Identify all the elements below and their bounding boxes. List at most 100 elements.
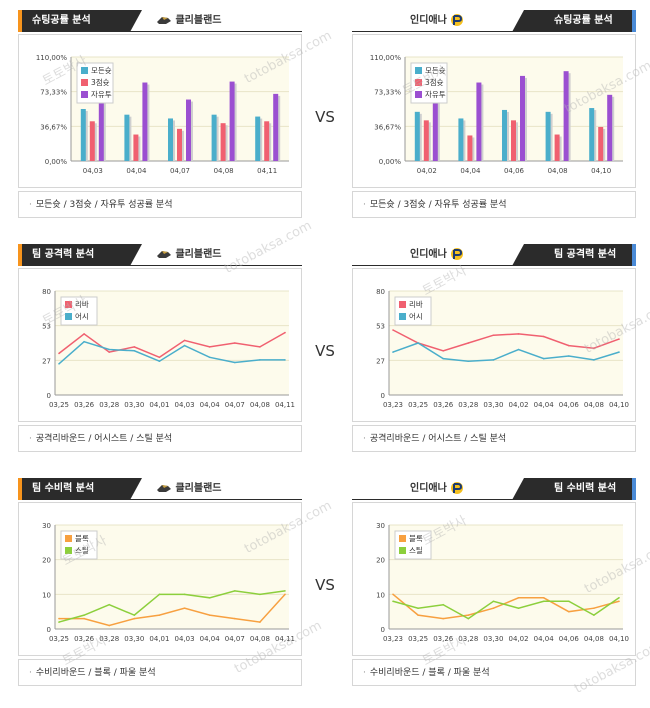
data-point — [58, 617, 60, 620]
x-tick-label: 04,08 — [584, 635, 604, 643]
chart-svg: 30 20 10 003,25 03,26 03,28 03,30 04,01 04,03 04,… — [42, 522, 295, 643]
x-tick-label: 03,23 — [383, 635, 403, 643]
bar — [142, 82, 148, 161]
x-tick-label: 03,26 — [433, 401, 454, 409]
data-point — [284, 593, 286, 596]
bar — [458, 118, 464, 161]
x-tick-label: 04,04 — [200, 635, 221, 643]
data-point — [158, 356, 161, 359]
y-tick-label: 0 — [47, 626, 51, 634]
series-line — [392, 329, 620, 352]
x-tick-label: 04,03 — [175, 401, 195, 409]
data-point — [233, 361, 236, 364]
y-tick-label: 10 — [376, 591, 385, 599]
footer-bullet-icon: · — [363, 668, 366, 678]
legend-swatch — [399, 547, 406, 554]
data-point — [392, 351, 394, 353]
x-tick-label: 04,08 — [214, 167, 234, 175]
chart-box: 110,00% 73,33% 36,67% 0,00% 04,03 04,04 04,07 0… — [18, 34, 302, 188]
data-point — [284, 359, 286, 361]
x-tick-label: 04,07 — [170, 167, 190, 175]
data-point — [417, 342, 419, 344]
bar — [589, 108, 595, 161]
bar — [229, 81, 235, 161]
y-tick-label: 0,00% — [45, 158, 68, 166]
panel-title: 팀 공격력 분석 — [18, 244, 142, 266]
y-tick-label: 53 — [42, 323, 51, 331]
y-tick-label: 0,00% — [379, 158, 402, 166]
y-tick-label: 80 — [42, 288, 51, 296]
data-point — [183, 339, 186, 342]
legend-label: 모든슛 — [91, 66, 112, 75]
bar — [423, 120, 429, 161]
series-line — [392, 593, 620, 620]
bar — [554, 134, 560, 161]
x-tick-label: 03,28 — [458, 401, 478, 409]
legend-label: 스틸 — [75, 546, 89, 555]
legend-label: 리바 — [409, 299, 423, 309]
bar — [414, 111, 420, 161]
data-point — [58, 352, 60, 355]
bar — [264, 121, 270, 161]
legend-label: 자유투 — [425, 90, 446, 99]
data-point — [133, 617, 136, 620]
chart-svg: 80 53 27 003,23 03,25 03,26 03,28 03,30 04,02 04,… — [376, 288, 629, 409]
data-point — [284, 331, 286, 334]
bar — [80, 109, 86, 161]
y-tick-label: 53 — [376, 323, 385, 331]
x-tick-label: 03,25 — [49, 635, 69, 643]
legend-swatch — [399, 313, 406, 320]
vs-label: VS — [315, 342, 335, 360]
footer-text: 수비리바운드 / 블록 / 파울 분석 — [369, 668, 490, 678]
x-tick-label: 04,11 — [257, 167, 277, 175]
series-line — [392, 342, 620, 362]
x-tick-label: 04,04 — [126, 167, 147, 175]
data-point — [492, 600, 495, 603]
defense-panel-right: 팀 수비력 분석 인디애나 30 20 10 0 03,23 03,25 03,26 03,28… — [352, 478, 636, 690]
footer-text: 모든슛 / 3점슛 / 자유투 성공률 분석 — [35, 200, 173, 210]
data-point — [183, 344, 186, 347]
y-tick-label: 27 — [42, 357, 51, 365]
x-tick-label: 04,04 — [200, 401, 221, 409]
x-tick-label: 04,03 — [83, 167, 103, 175]
data-point — [542, 600, 545, 603]
data-point — [567, 355, 570, 357]
bar — [273, 93, 279, 161]
data-point — [208, 356, 211, 359]
x-tick-label: 03,30 — [124, 635, 144, 643]
team-name-label: 클리블랜드 — [175, 483, 222, 494]
panel-header: 슈팅공률 분석 인디애나 — [352, 10, 636, 32]
team-name: 클리블랜드 — [156, 478, 221, 500]
data-point — [593, 607, 595, 609]
x-tick-label: 04,01 — [149, 635, 169, 643]
data-point — [618, 351, 620, 353]
legend-swatch — [81, 79, 88, 86]
y-tick-label: 110,00% — [370, 54, 401, 62]
legend-label: 3점슛 — [425, 77, 444, 87]
data-point — [542, 597, 545, 599]
legend-swatch — [415, 91, 422, 98]
data-point — [492, 607, 495, 609]
x-tick-label: 04,08 — [250, 635, 270, 643]
legend-swatch — [65, 547, 72, 554]
attack-panel-right: 팀 공격력 분석 인디애나 80 53 27 0 03,23 03,25 03,26 03,28… — [352, 244, 636, 456]
legend-swatch — [65, 313, 72, 320]
data-point — [83, 614, 85, 616]
footer-bullet-icon: · — [363, 200, 366, 210]
x-tick-label: 03,28 — [99, 401, 119, 409]
x-tick-label: 03,30 — [483, 635, 503, 643]
cavaliers-logo-icon — [157, 251, 171, 258]
data-point — [233, 590, 236, 592]
x-tick-label: 04,07 — [225, 635, 245, 643]
chart-svg: 110,00% 73,33% 36,67% 0,00% 04,03 04,04 04,07 0… — [36, 54, 289, 175]
pacers-logo-icon — [451, 482, 464, 494]
cavaliers-logo-icon — [157, 485, 171, 492]
shoot-panel-right: 슈팅공률 분석 인디애나 110,00% 73,33% 36,67% 0,00% 04,0… — [352, 10, 636, 222]
panel-header: 팀 수비력 분석 클리블랜드 — [18, 478, 302, 500]
panel-header: 슈팅공률 분석 클리블랜드 — [18, 10, 302, 32]
y-tick-label: 80 — [376, 288, 385, 296]
